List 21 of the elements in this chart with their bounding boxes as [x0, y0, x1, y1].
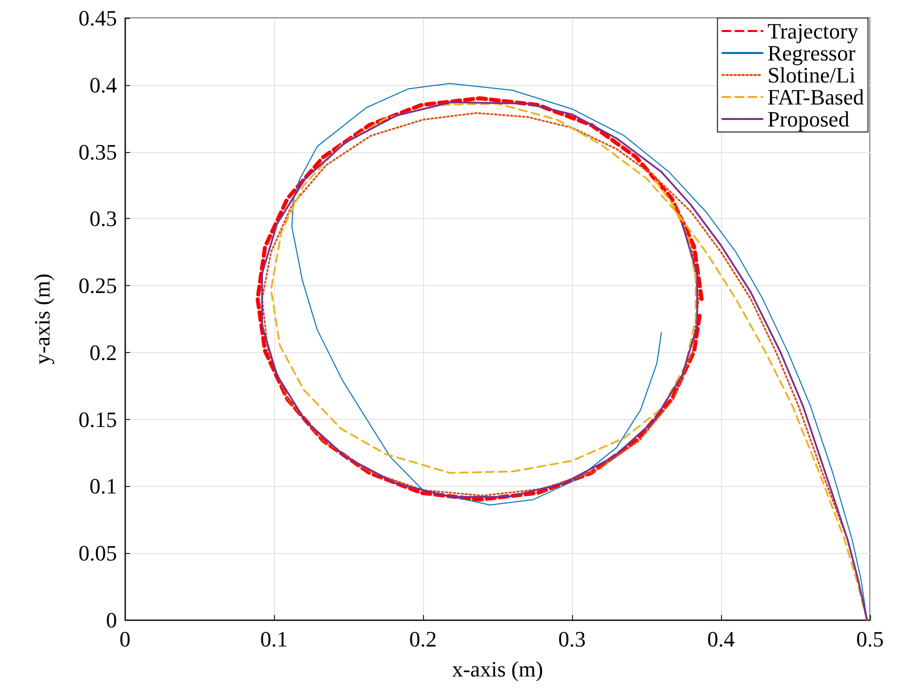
y-axis-title: y-axis (m) [30, 273, 54, 365]
x-tick-label: 0.4 [707, 626, 735, 652]
y-tick-label: 0.3 [90, 206, 117, 232]
y-tick-label: 0.25 [78, 273, 117, 298]
y-tick-label: 0.2 [90, 340, 117, 365]
x-tick-label: 0.5 [856, 626, 884, 652]
legend-label: Proposed [767, 106, 850, 132]
y-tick-label: 0.05 [78, 540, 117, 566]
legend-label: FAT-Based [767, 84, 864, 110]
line-series [256, 96, 704, 502]
y-tick-label: 0.35 [78, 139, 117, 164]
y-tick-label: 0.45 [78, 6, 117, 30]
y-tick-label: 0.1 [90, 474, 117, 499]
x-tick-label: 0.1 [260, 626, 288, 652]
legend-label: Trajectory [767, 18, 858, 44]
y-tick-label: 0 [106, 608, 117, 632]
x-tick-label: 0.3 [558, 626, 586, 652]
x-axis-title: x-axis (m) [452, 656, 544, 682]
x-tick-label: 0.2 [409, 626, 437, 652]
y-tick-label: 0.4 [90, 72, 117, 98]
y-tick-label: 0.15 [78, 406, 117, 432]
